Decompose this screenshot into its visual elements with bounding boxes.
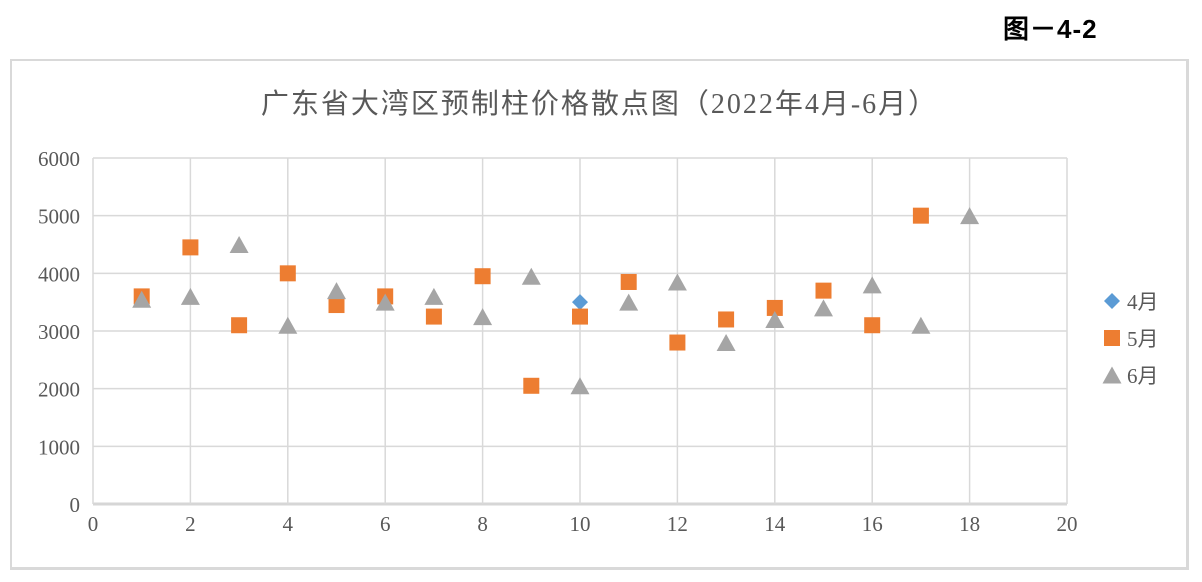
june-marker [765, 310, 785, 328]
june-marker [716, 334, 736, 352]
may-marker [815, 282, 832, 299]
x-tick-label: 2 [185, 512, 196, 536]
x-tick-label: 0 [88, 512, 99, 536]
y-tick-label: 1000 [38, 435, 80, 459]
may-marker [766, 299, 783, 316]
x-tick-label: 12 [667, 512, 688, 536]
y-tick-label: 0 [70, 493, 81, 517]
may-marker [328, 297, 345, 314]
june-marker [132, 290, 152, 308]
june-marker [667, 273, 687, 291]
june-marker [327, 282, 346, 300]
june-marker [960, 207, 980, 225]
june-marker [180, 287, 200, 305]
april-marker [572, 294, 588, 311]
y-tick-label: 2000 [38, 378, 80, 402]
may-marker [425, 308, 442, 325]
may-marker [620, 273, 637, 290]
may-marker [231, 317, 248, 334]
may-marker [572, 308, 588, 325]
y-tick-label: 5000 [38, 205, 80, 229]
legend-label-may: 5月 [1127, 327, 1159, 351]
may-marker [718, 311, 735, 328]
x-tick-label: 10 [570, 512, 591, 536]
may-marker [912, 207, 929, 224]
may-marker [474, 268, 491, 285]
figure-label: 图－4-2 [1003, 14, 1098, 44]
x-tick-label: 14 [764, 512, 786, 536]
x-tick-label: 18 [959, 512, 980, 536]
may-marker [669, 334, 686, 351]
legend-june-icon [1102, 366, 1122, 384]
x-tick-label: 4 [283, 512, 294, 536]
legend-may-icon [1104, 330, 1120, 346]
june-marker [911, 316, 931, 334]
june-marker [619, 293, 639, 311]
may-marker [523, 377, 540, 394]
june-marker [862, 276, 882, 294]
chart-frame [10, 59, 1189, 570]
june-marker [521, 267, 541, 285]
legend-label-april: 4月 [1127, 290, 1159, 314]
chart-title: 广东省大湾区预制柱价格散点图（2022年4月-6月） [260, 89, 939, 120]
x-tick-label: 8 [477, 512, 488, 536]
june-marker [229, 236, 249, 253]
june-marker [278, 316, 298, 334]
may-marker [182, 239, 199, 256]
y-tick-label: 4000 [38, 262, 80, 286]
x-tick-label: 20 [1057, 512, 1078, 536]
june-marker [570, 377, 590, 395]
june-marker [424, 287, 444, 305]
x-tick-label: 16 [862, 512, 883, 536]
legend-april-icon [1104, 293, 1120, 309]
june-marker [814, 299, 833, 317]
june-marker [473, 308, 493, 326]
may-marker [279, 265, 296, 282]
x-tick-label: 6 [380, 512, 391, 536]
june-marker [375, 293, 395, 311]
y-tick-label: 3000 [38, 320, 80, 344]
legend-label-june: 6月 [1127, 364, 1159, 388]
y-tick-label: 6000 [38, 147, 80, 171]
may-marker [864, 317, 881, 334]
